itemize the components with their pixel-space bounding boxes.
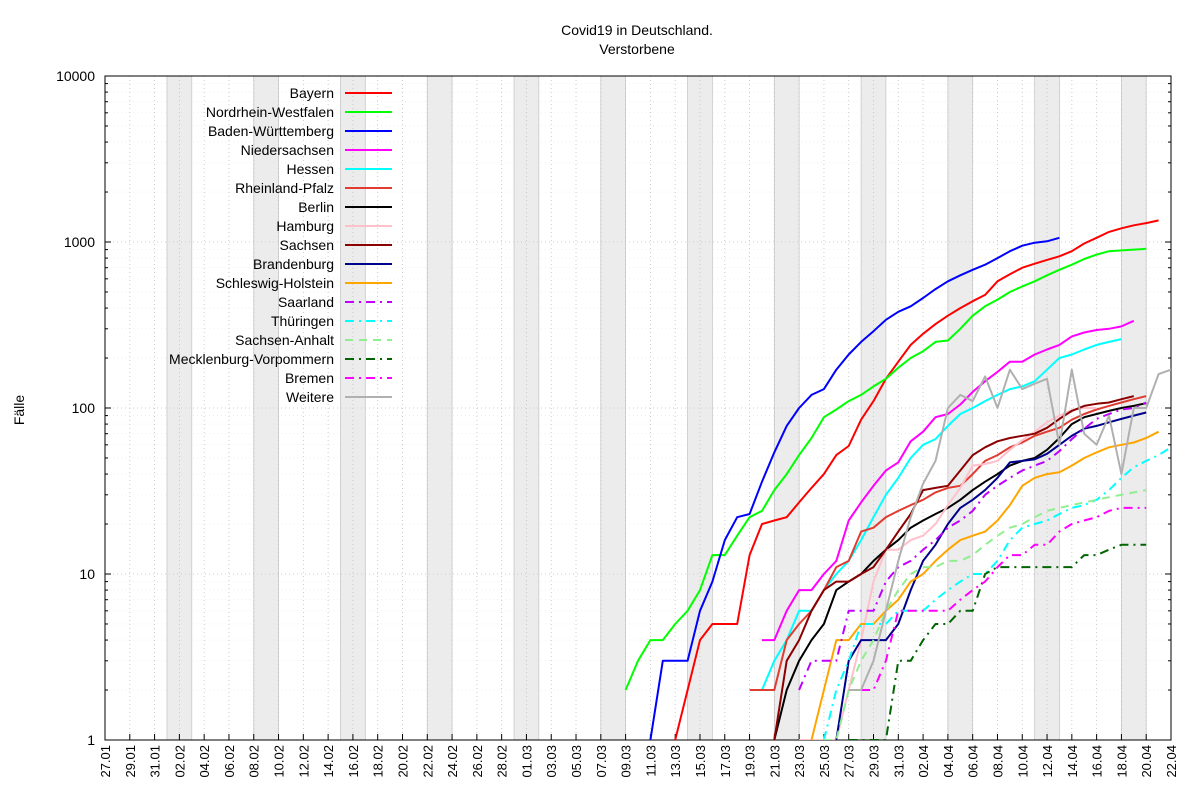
legend-label: Sachsen-Anhalt	[235, 332, 334, 348]
legend-label: Brandenburg	[253, 256, 334, 272]
legend-label: Bayern	[290, 85, 334, 101]
series-lines	[624, 219, 1171, 740]
legend-label: Baden-Württemberg	[208, 123, 334, 139]
weekend-band	[426, 75, 453, 741]
x-tick-label: 25.03	[817, 745, 832, 778]
x-tick-label: 18.02	[371, 745, 386, 778]
x-tick-label: 31.03	[891, 745, 906, 778]
legend-label: Sachsen	[280, 237, 334, 253]
x-tick-label: 08.04	[990, 745, 1005, 778]
x-tick-label: 03.03	[544, 745, 559, 778]
x-tick-label: 24.02	[445, 745, 460, 778]
legend-label: Schleswig-Holstein	[216, 275, 334, 291]
x-tick-label: 04.04	[941, 745, 956, 778]
x-tick-label: 06.02	[222, 745, 237, 778]
chart-title: Covid19 in Deutschland.	[561, 22, 713, 38]
x-tick-label: 06.04	[966, 745, 981, 778]
x-tick-label: 09.03	[619, 745, 634, 778]
x-tick-label: 23.03	[792, 745, 807, 778]
x-tick-label: 01.03	[519, 745, 534, 778]
legend-label: Berlin	[298, 199, 334, 215]
x-axis-ticks: 27.01 29.01 31.01 02.02 04.02 06.02 08.02 10.02…	[98, 734, 1179, 778]
x-tick-label: 31.01	[148, 745, 163, 778]
series-line-brandenburg	[835, 411, 1147, 740]
x-tick-label: 02.02	[172, 745, 187, 778]
x-tick-label: 05.03	[569, 745, 584, 778]
series-line-berlin	[773, 402, 1147, 740]
x-tick-label: 22.04	[1164, 745, 1179, 778]
x-tick-label: 27.01	[98, 745, 113, 778]
x-tick-label: 21.03	[767, 745, 782, 778]
weekend-band	[947, 75, 974, 741]
series-line-sachsen-anhalt	[823, 489, 1147, 740]
series-line-bayern	[674, 219, 1159, 740]
series-line-bremen	[861, 506, 1147, 691]
x-tick-label: 13.03	[668, 745, 683, 778]
y-tick-label: 1000	[64, 234, 95, 250]
y-tick-label: 10000	[56, 68, 95, 84]
x-tick-label: 18.04	[1114, 745, 1129, 778]
legend-label: Rheinland-Pfalz	[235, 180, 334, 196]
x-tick-label: 04.02	[197, 745, 212, 778]
legend-label: Weitere	[286, 389, 334, 405]
x-tick-label: 08.02	[247, 745, 262, 778]
x-tick-label: 28.02	[495, 745, 510, 778]
x-tick-label: 26.02	[470, 745, 485, 778]
x-tick-label: 17.03	[718, 745, 733, 778]
series-line-baden-w-rttemberg	[649, 236, 1060, 740]
legend-label: Thüringen	[271, 313, 334, 329]
series-line-niedersachsen	[762, 319, 1135, 642]
x-tick-label: 14.04	[1065, 745, 1080, 778]
x-tick-label: 20.02	[395, 745, 410, 778]
series-line-saarland	[798, 401, 1147, 691]
x-tick-label: 11.03	[643, 745, 658, 777]
legend-label: Bremen	[285, 370, 334, 386]
legend-label: Hessen	[287, 161, 334, 177]
series-line-th-ringen	[822, 446, 1171, 740]
x-tick-label: 15.03	[693, 745, 708, 778]
x-tick-label: 27.03	[842, 745, 857, 778]
legend-label: Nordrhein-Westfalen	[206, 104, 334, 120]
legend-label: Mecklenburg-Vorpommern	[169, 351, 334, 367]
x-tick-label: 22.02	[420, 745, 435, 778]
x-tick-label: 20.04	[1139, 745, 1154, 778]
legend: Bayern Nordrhein-Westfalen Baden-Württembe…	[169, 85, 392, 405]
y-tick-label: 100	[72, 400, 96, 416]
x-tick-label: 12.04	[1040, 745, 1055, 778]
x-tick-label: 19.03	[743, 745, 758, 778]
x-tick-label: 12.02	[296, 745, 311, 778]
x-tick-label: 29.03	[867, 745, 882, 778]
legend-label: Hamburg	[276, 218, 334, 234]
x-tick-label: 02.04	[916, 745, 931, 778]
x-tick-label: 14.02	[321, 745, 336, 778]
x-tick-label: 16.02	[346, 745, 361, 778]
x-tick-label: 10.02	[272, 745, 287, 778]
legend-label: Saarland	[278, 294, 334, 310]
legend-label: Niedersachsen	[241, 142, 334, 158]
x-tick-label: 29.01	[123, 745, 138, 778]
x-tick-label: 10.04	[1015, 745, 1030, 778]
series-line-weitere	[848, 368, 1171, 691]
chart-subtitle: Verstorbene	[599, 41, 675, 57]
series-line-nordrhein-westfalen	[624, 247, 1147, 691]
x-tick-label: 16.04	[1090, 745, 1105, 778]
y-tick-label: 1	[87, 732, 95, 748]
y-tick-label: 10	[79, 566, 95, 582]
series-line-sachsen	[773, 395, 1135, 740]
y-axis-label: Fälle	[11, 395, 27, 426]
y-axis-ticks: 1 10 100 1000 10000	[56, 68, 1171, 748]
x-tick-label: 07.03	[594, 745, 609, 778]
